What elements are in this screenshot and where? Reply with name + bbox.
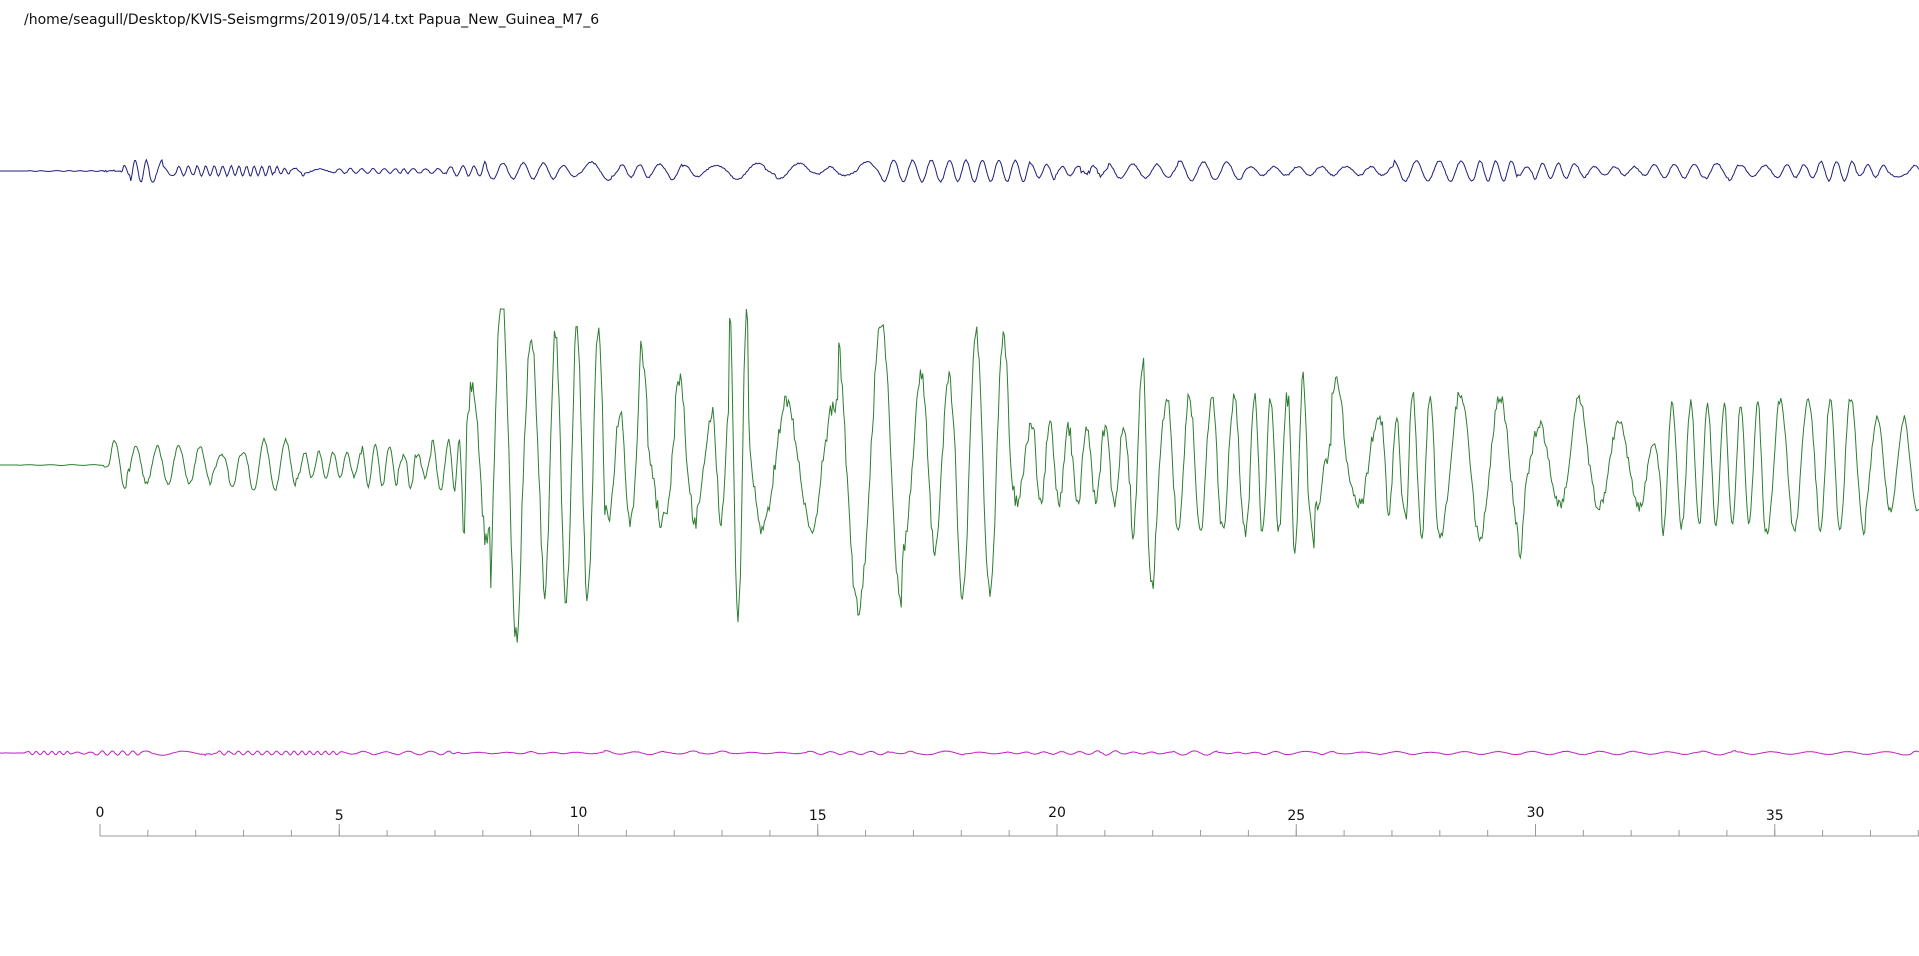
- tick-label: 0: [96, 805, 105, 821]
- trace: [0, 750, 1919, 757]
- trace: [0, 158, 1919, 183]
- trace: [0, 308, 1919, 643]
- tick-label: 25: [1287, 808, 1305, 824]
- tick-label: 10: [570, 805, 588, 821]
- tick-label: 15: [809, 808, 827, 824]
- tick-label: 5: [335, 808, 344, 824]
- file-title: /home/seagull/Desktop/KVIS-Seismgrms/201…: [24, 12, 599, 28]
- tick-label: 30: [1527, 805, 1545, 821]
- tick-label: 35: [1766, 808, 1784, 824]
- tick-label: 20: [1048, 805, 1066, 821]
